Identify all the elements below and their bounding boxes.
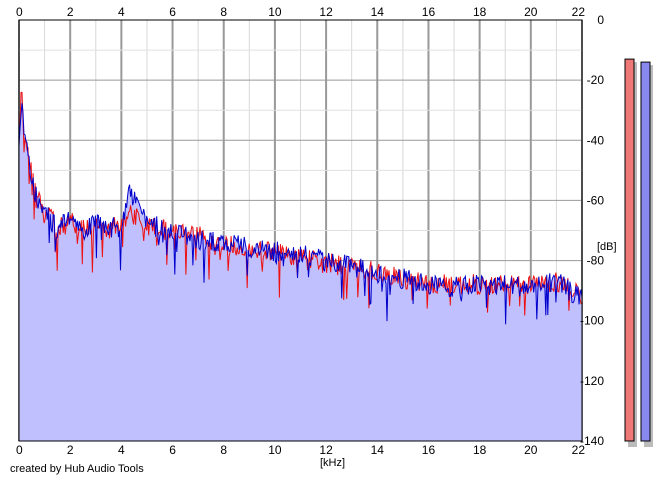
y-tick-label: -60 — [587, 193, 605, 207]
y-tick-label: -20 — [587, 73, 605, 87]
x-tick-label-top: 22 — [572, 5, 586, 19]
x-tick-label-bottom: 10 — [268, 443, 282, 457]
x-axis-label: [kHz] — [320, 457, 346, 469]
x-tick-label-bottom: 0 — [16, 443, 23, 457]
y-tick-label: -100 — [580, 314, 604, 328]
x-tick-label-bottom: 14 — [371, 443, 385, 457]
series-left-channel-line — [18, 91, 583, 316]
x-tick-label-bottom: 20 — [524, 443, 538, 457]
y-tick-label: -120 — [580, 374, 604, 388]
x-tick-label-bottom: 18 — [473, 443, 487, 457]
spectrum-fill-area — [19, 92, 582, 442]
x-tick-label-top: 12 — [319, 5, 333, 19]
series-right-channel-line — [18, 103, 583, 325]
x-tick-label-bottom: 12 — [319, 443, 333, 457]
y-axis-label: [dB] — [597, 241, 617, 253]
y-tick-label: 0 — [597, 13, 604, 27]
level-meter-bar — [624, 58, 635, 442]
y-axis-ticks: 0 -20 -40 -60 -80 -100 -120 -140 — [580, 13, 604, 448]
x-tick-label-top: 4 — [118, 5, 125, 19]
x-tick-label-top: 16 — [422, 5, 436, 19]
x-tick-label-top: 20 — [524, 5, 538, 19]
x-tick-label-top: 6 — [169, 5, 176, 19]
x-tick-label-top: 14 — [371, 5, 385, 19]
y-tick-label: -140 — [580, 434, 604, 448]
x-tick-label-top: 8 — [220, 5, 227, 19]
y-tick-label: -40 — [587, 133, 605, 147]
x-tick-label-top: 10 — [268, 5, 282, 19]
plot-border — [18, 19, 583, 442]
x-tick-label-top: 2 — [67, 5, 74, 19]
x-tick-label-bottom: 22 — [572, 443, 586, 457]
x-tick-label-bottom: 16 — [422, 443, 436, 457]
x-tick-label-bottom: 6 — [169, 443, 176, 457]
y-tick-label: -80 — [587, 254, 605, 268]
credit-text: created by Hub Audio Tools — [10, 463, 144, 475]
x-tick-label-bottom: 8 — [220, 443, 227, 457]
x-tick-label-top: 0 — [16, 5, 23, 19]
x-tick-label-bottom: 4 — [118, 443, 125, 457]
level-meter-bar — [640, 61, 651, 442]
x-tick-label-top: 18 — [473, 5, 487, 19]
level-meters — [624, 58, 653, 447]
x-tick-label-bottom: 2 — [67, 443, 74, 457]
